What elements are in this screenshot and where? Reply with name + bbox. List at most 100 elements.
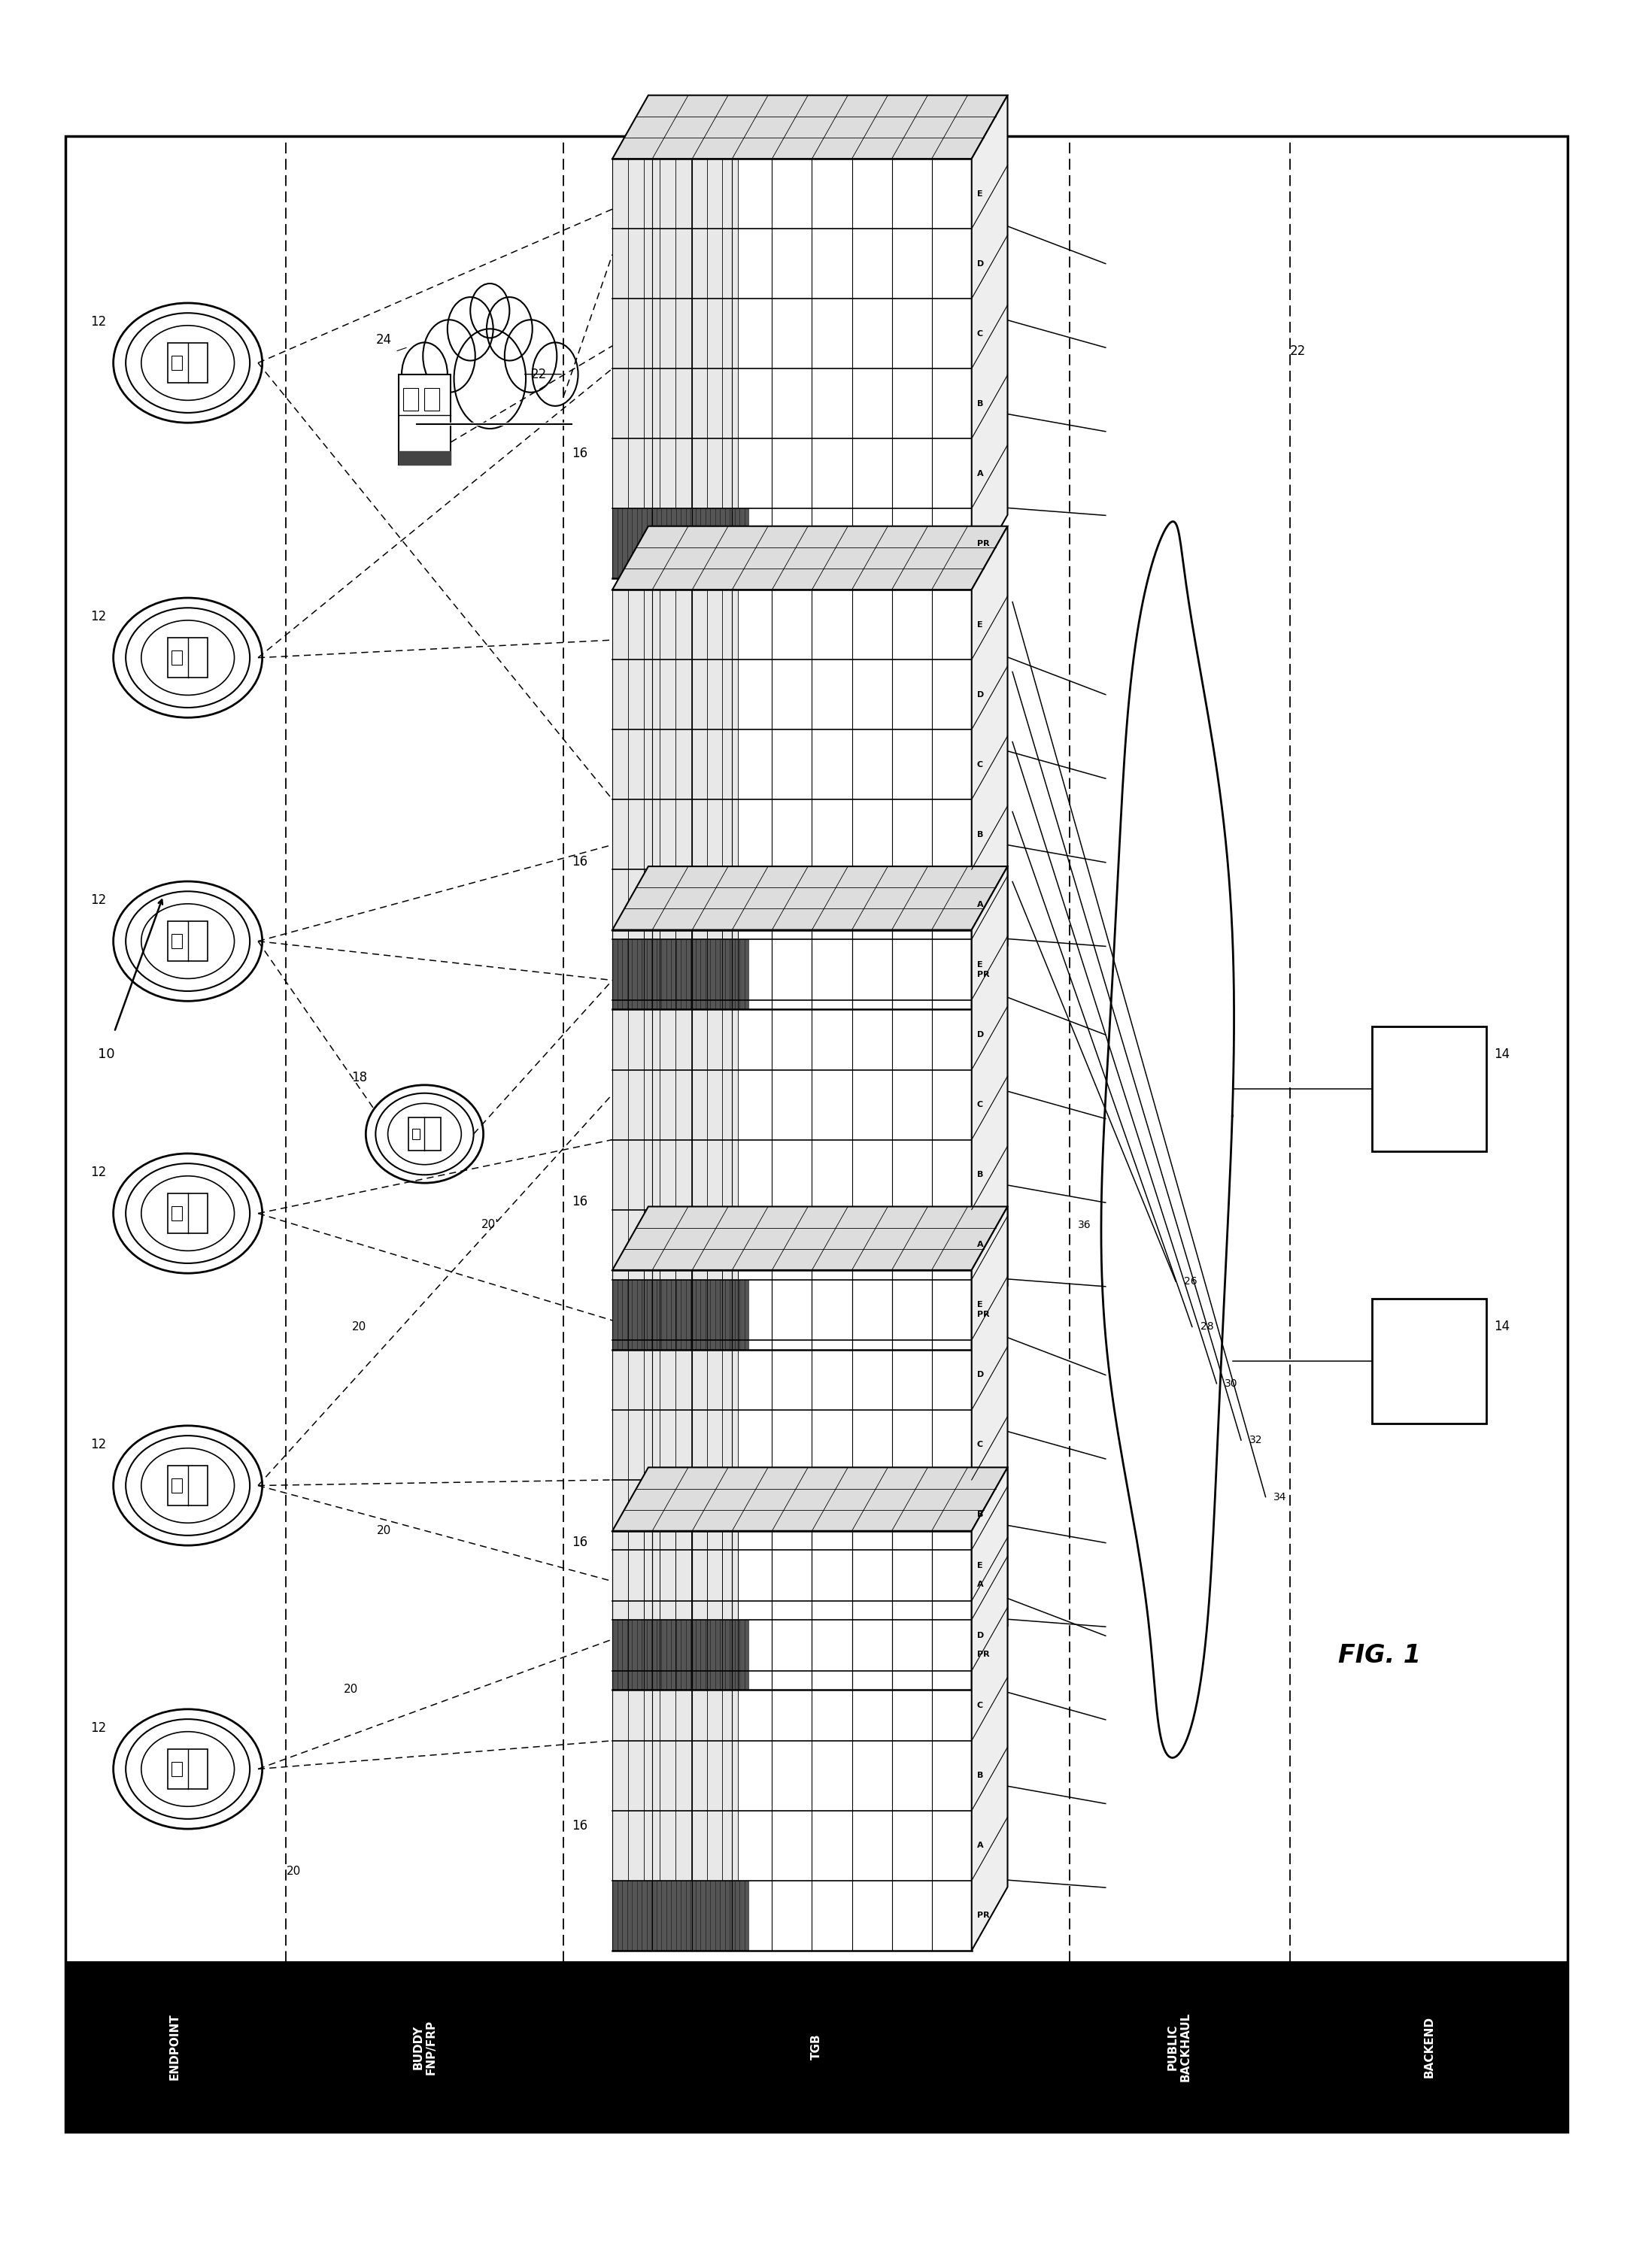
- Text: E: E: [977, 1302, 983, 1309]
- Polygon shape: [612, 1467, 1008, 1531]
- Text: E: E: [977, 1563, 983, 1569]
- Text: PR: PR: [977, 971, 990, 978]
- FancyBboxPatch shape: [612, 939, 750, 1009]
- FancyBboxPatch shape: [171, 1762, 181, 1776]
- Text: 12: 12: [90, 1166, 106, 1179]
- Polygon shape: [612, 1207, 1008, 1270]
- Text: 20: 20: [353, 1322, 366, 1331]
- Text: B: B: [977, 399, 983, 408]
- FancyBboxPatch shape: [612, 1270, 972, 1690]
- Polygon shape: [612, 526, 1008, 590]
- FancyBboxPatch shape: [171, 651, 181, 665]
- FancyBboxPatch shape: [612, 1070, 738, 1139]
- FancyBboxPatch shape: [171, 1479, 181, 1492]
- Text: B: B: [977, 1170, 983, 1179]
- Text: 12: 12: [90, 894, 106, 907]
- FancyBboxPatch shape: [1372, 1025, 1486, 1152]
- FancyBboxPatch shape: [168, 921, 207, 962]
- FancyBboxPatch shape: [612, 930, 738, 1000]
- Text: 12: 12: [90, 1721, 106, 1735]
- Text: A: A: [977, 1842, 983, 1848]
- Text: PR: PR: [977, 540, 990, 547]
- Text: 32: 32: [1249, 1436, 1262, 1445]
- FancyBboxPatch shape: [612, 1549, 738, 1619]
- Text: TGB: TGB: [812, 2034, 821, 2059]
- Polygon shape: [612, 866, 1008, 930]
- Text: 12: 12: [90, 315, 106, 329]
- FancyBboxPatch shape: [612, 367, 738, 438]
- Text: 24: 24: [376, 333, 392, 347]
- FancyBboxPatch shape: [612, 590, 738, 660]
- Text: 22: 22: [531, 367, 547, 381]
- FancyBboxPatch shape: [612, 1742, 738, 1810]
- Text: PR: PR: [977, 1912, 990, 1919]
- FancyBboxPatch shape: [612, 1000, 738, 1070]
- Text: 16: 16: [572, 1819, 588, 1833]
- FancyBboxPatch shape: [612, 869, 738, 939]
- Text: 10: 10: [98, 1048, 114, 1061]
- FancyBboxPatch shape: [612, 1340, 738, 1411]
- Text: D: D: [977, 261, 985, 268]
- FancyBboxPatch shape: [612, 930, 972, 1349]
- Text: 16: 16: [572, 447, 588, 460]
- Text: 20: 20: [377, 1526, 390, 1535]
- Text: C: C: [977, 1100, 983, 1109]
- FancyBboxPatch shape: [168, 342, 207, 383]
- Text: B: B: [977, 1771, 983, 1780]
- Text: 16: 16: [572, 1195, 588, 1209]
- FancyBboxPatch shape: [612, 1139, 738, 1209]
- Text: PUBLIC
BACKHAUL: PUBLIC BACKHAUL: [1168, 2012, 1190, 2082]
- FancyBboxPatch shape: [612, 508, 750, 578]
- FancyBboxPatch shape: [612, 1531, 972, 1950]
- FancyBboxPatch shape: [612, 1411, 738, 1479]
- Text: 20: 20: [345, 1685, 358, 1694]
- Text: A: A: [977, 900, 983, 907]
- Text: B: B: [977, 1510, 983, 1520]
- FancyBboxPatch shape: [612, 939, 738, 1009]
- Text: C: C: [977, 329, 983, 338]
- FancyBboxPatch shape: [612, 1880, 738, 1950]
- Text: A: A: [977, 1241, 983, 1247]
- Polygon shape: [972, 95, 1008, 578]
- Polygon shape: [972, 1207, 1008, 1690]
- FancyBboxPatch shape: [65, 136, 1568, 2132]
- Text: 26: 26: [1184, 1277, 1197, 1286]
- Text: 18: 18: [351, 1070, 367, 1084]
- Text: 12: 12: [90, 1438, 106, 1452]
- Text: C: C: [977, 760, 983, 769]
- FancyBboxPatch shape: [612, 1481, 738, 1549]
- FancyBboxPatch shape: [168, 1465, 207, 1506]
- FancyBboxPatch shape: [612, 730, 738, 801]
- Text: 16: 16: [572, 855, 588, 869]
- Text: D: D: [977, 1633, 985, 1640]
- FancyBboxPatch shape: [612, 1619, 738, 1690]
- FancyBboxPatch shape: [612, 1279, 738, 1349]
- FancyBboxPatch shape: [612, 1619, 750, 1690]
- Text: 20: 20: [287, 1867, 300, 1876]
- FancyBboxPatch shape: [412, 1129, 420, 1139]
- Polygon shape: [972, 866, 1008, 1349]
- FancyBboxPatch shape: [612, 1601, 738, 1672]
- Text: 36: 36: [1078, 1220, 1091, 1229]
- Text: E: E: [977, 191, 983, 197]
- FancyBboxPatch shape: [612, 1209, 738, 1279]
- Text: E: E: [977, 621, 983, 628]
- FancyBboxPatch shape: [612, 299, 738, 367]
- FancyBboxPatch shape: [168, 637, 207, 678]
- FancyBboxPatch shape: [612, 159, 738, 229]
- Text: C: C: [977, 1701, 983, 1710]
- FancyBboxPatch shape: [612, 229, 738, 299]
- Text: 14: 14: [1494, 1048, 1511, 1061]
- FancyBboxPatch shape: [171, 934, 181, 948]
- Text: 22: 22: [1290, 345, 1306, 358]
- FancyBboxPatch shape: [612, 801, 738, 869]
- Text: A: A: [977, 1581, 983, 1588]
- FancyBboxPatch shape: [408, 1118, 441, 1150]
- FancyBboxPatch shape: [612, 1531, 738, 1601]
- FancyBboxPatch shape: [425, 388, 439, 411]
- FancyBboxPatch shape: [612, 1672, 738, 1742]
- FancyBboxPatch shape: [612, 1880, 750, 1950]
- Text: PR: PR: [977, 1311, 990, 1318]
- Polygon shape: [972, 526, 1008, 1009]
- Text: FIG. 1: FIG. 1: [1339, 1644, 1421, 1667]
